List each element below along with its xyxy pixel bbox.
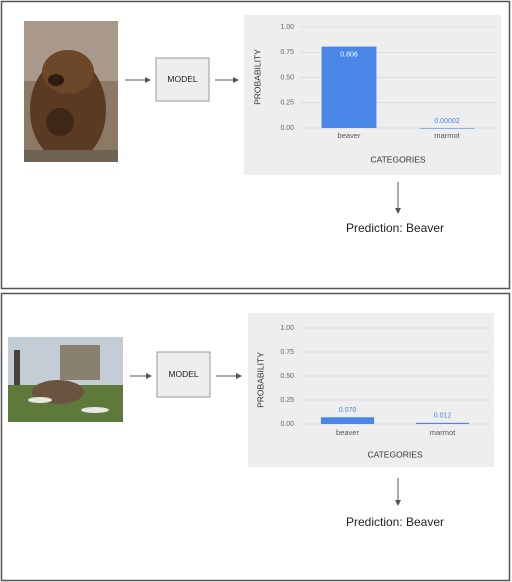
x-axis-label: CATEGORIES: [367, 449, 422, 459]
x-axis-label: CATEGORIES: [370, 154, 425, 164]
photo: [24, 21, 118, 162]
model-label: MODEL: [167, 74, 198, 84]
x-tick-label: marmot: [434, 131, 460, 140]
photo: [8, 337, 123, 422]
chart-background: [248, 313, 494, 467]
value-label: 0.00002: [434, 118, 459, 125]
bar: [419, 127, 475, 129]
prediction: Prediction: Beaver: [346, 221, 444, 235]
model-label: MODEL: [168, 369, 199, 379]
value-label: 0.806: [340, 51, 358, 58]
y-tick-label: 0.75: [280, 49, 294, 56]
y-tick-label: 0.25: [280, 100, 294, 107]
y-axis-label: PROBABILITY: [252, 49, 262, 105]
y-tick-label: 1.00: [280, 24, 294, 31]
model-box: [156, 351, 211, 398]
y-tick-label: 0.50: [280, 74, 294, 81]
y-tick-label: 0.25: [280, 397, 294, 404]
y-axis-label: PROBABILITY: [255, 352, 265, 408]
y-tick-label: 0.75: [280, 349, 294, 356]
y-tick-label: 0.50: [280, 373, 294, 380]
x-tick-label: beaver: [336, 428, 359, 437]
x-tick-label: beaver: [338, 131, 361, 140]
model-box: [155, 57, 210, 102]
bar: [320, 417, 375, 424]
y-tick-label: 0.00: [280, 421, 294, 428]
bar: [321, 46, 377, 128]
value-label: 0.012: [434, 413, 452, 420]
value-label: 0.070: [339, 407, 357, 414]
prediction: Prediction: Beaver: [346, 515, 444, 529]
bar: [415, 422, 470, 424]
x-tick-label: marmot: [430, 428, 456, 437]
y-tick-label: 0.00: [280, 125, 294, 132]
y-tick-label: 1.00: [280, 325, 294, 332]
